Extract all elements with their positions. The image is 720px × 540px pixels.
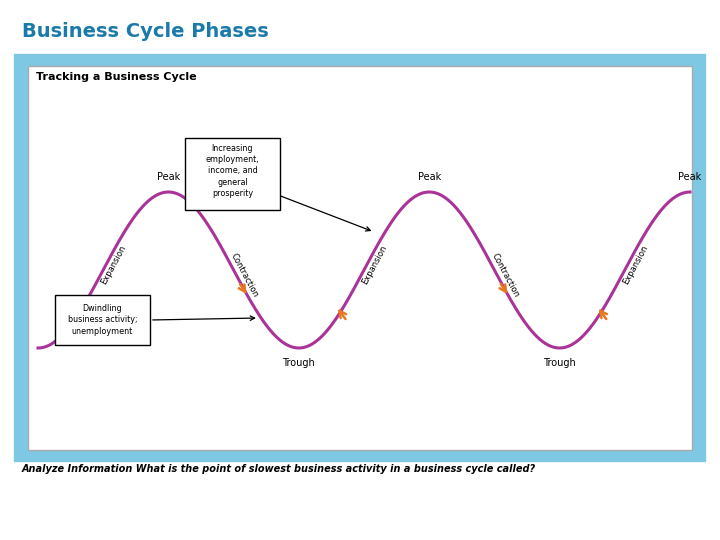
Text: Analyze Information What is the point of slowest business activity in a business: Analyze Information What is the point of… — [22, 464, 536, 474]
Text: Contraction: Contraction — [229, 251, 260, 299]
FancyBboxPatch shape — [55, 295, 150, 345]
Text: Peak: Peak — [418, 172, 441, 182]
Text: Contraction: Contraction — [490, 251, 521, 299]
FancyBboxPatch shape — [28, 66, 692, 450]
Text: Peak: Peak — [157, 172, 180, 182]
Text: Increasing
employment,
income, and
general
prosperity: Increasing employment, income, and gener… — [206, 144, 259, 198]
FancyBboxPatch shape — [185, 138, 280, 210]
Text: Expansion: Expansion — [99, 244, 128, 286]
Text: Tracking a Business Cycle: Tracking a Business Cycle — [36, 72, 197, 82]
Text: Trough: Trough — [282, 358, 315, 368]
Text: Expansion: Expansion — [360, 244, 389, 286]
Text: Trough: Trough — [543, 358, 576, 368]
Text: Expansion: Expansion — [621, 244, 649, 286]
FancyBboxPatch shape — [18, 58, 702, 458]
Text: Dwindling
business activity;
unemployment: Dwindling business activity; unemploymen… — [68, 305, 138, 335]
Text: Peak: Peak — [678, 172, 701, 182]
Text: Business Cycle Phases: Business Cycle Phases — [22, 22, 269, 41]
